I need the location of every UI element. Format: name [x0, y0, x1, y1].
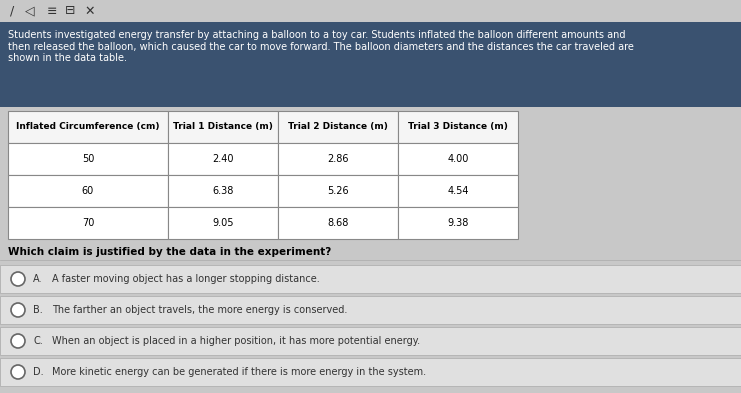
- Bar: [398, 175, 518, 207]
- Text: 9.05: 9.05: [212, 218, 233, 228]
- Bar: [0, 327, 741, 355]
- Bar: [278, 175, 398, 207]
- Bar: [0, 0, 741, 22]
- Text: 5.26: 5.26: [328, 186, 349, 196]
- Bar: [8, 143, 168, 175]
- Text: Trial 3 Distance (m): Trial 3 Distance (m): [408, 123, 508, 132]
- Circle shape: [11, 365, 25, 379]
- Bar: [0, 296, 741, 324]
- Text: ◁: ◁: [25, 4, 35, 18]
- Text: 60: 60: [82, 186, 94, 196]
- Bar: [278, 207, 398, 239]
- Text: A faster moving object has a longer stopping distance.: A faster moving object has a longer stop…: [52, 274, 320, 284]
- Text: Trial 1 Distance (m): Trial 1 Distance (m): [173, 123, 273, 132]
- Text: 4.54: 4.54: [448, 186, 469, 196]
- Text: D.: D.: [33, 367, 44, 377]
- Bar: [0, 265, 741, 293]
- Text: 9.38: 9.38: [448, 218, 469, 228]
- Text: Inflated Circumference (cm): Inflated Circumference (cm): [16, 123, 160, 132]
- Text: 2.86: 2.86: [328, 154, 349, 164]
- Circle shape: [11, 303, 25, 317]
- Bar: [168, 175, 278, 207]
- Text: 4.00: 4.00: [448, 154, 469, 164]
- Text: Trial 2 Distance (m): Trial 2 Distance (m): [288, 123, 388, 132]
- Bar: [398, 143, 518, 175]
- Text: The farther an object travels, the more energy is conserved.: The farther an object travels, the more …: [52, 305, 348, 315]
- Bar: [398, 111, 518, 143]
- Text: B.: B.: [33, 305, 43, 315]
- Text: ≡: ≡: [47, 4, 57, 18]
- Bar: [168, 207, 278, 239]
- Text: 6.38: 6.38: [213, 186, 233, 196]
- Bar: [8, 175, 168, 207]
- Text: 50: 50: [82, 154, 94, 164]
- Text: C.: C.: [33, 336, 43, 346]
- Text: ✕: ✕: [84, 4, 96, 18]
- Bar: [8, 111, 168, 143]
- Bar: [278, 111, 398, 143]
- Text: 2.40: 2.40: [212, 154, 233, 164]
- Circle shape: [11, 272, 25, 286]
- Bar: [168, 143, 278, 175]
- Bar: [8, 207, 168, 239]
- Text: Students investigated energy transfer by attaching a balloon to a toy car. Stude: Students investigated energy transfer by…: [8, 30, 634, 63]
- Text: /: /: [10, 4, 14, 18]
- Text: More kinetic energy can be generated if there is more energy in the system.: More kinetic energy can be generated if …: [52, 367, 426, 377]
- Bar: [168, 111, 278, 143]
- Text: Which claim is justified by the data in the experiment?: Which claim is justified by the data in …: [8, 247, 331, 257]
- Text: ⊟: ⊟: [64, 4, 76, 18]
- Text: When an object is placed in a higher position, it has more potential energy.: When an object is placed in a higher pos…: [52, 336, 420, 346]
- Bar: [0, 358, 741, 386]
- Text: 70: 70: [82, 218, 94, 228]
- Bar: [398, 207, 518, 239]
- Text: 8.68: 8.68: [328, 218, 349, 228]
- Circle shape: [11, 334, 25, 348]
- Bar: [278, 143, 398, 175]
- Text: A.: A.: [33, 274, 42, 284]
- Bar: [0, 22, 741, 107]
